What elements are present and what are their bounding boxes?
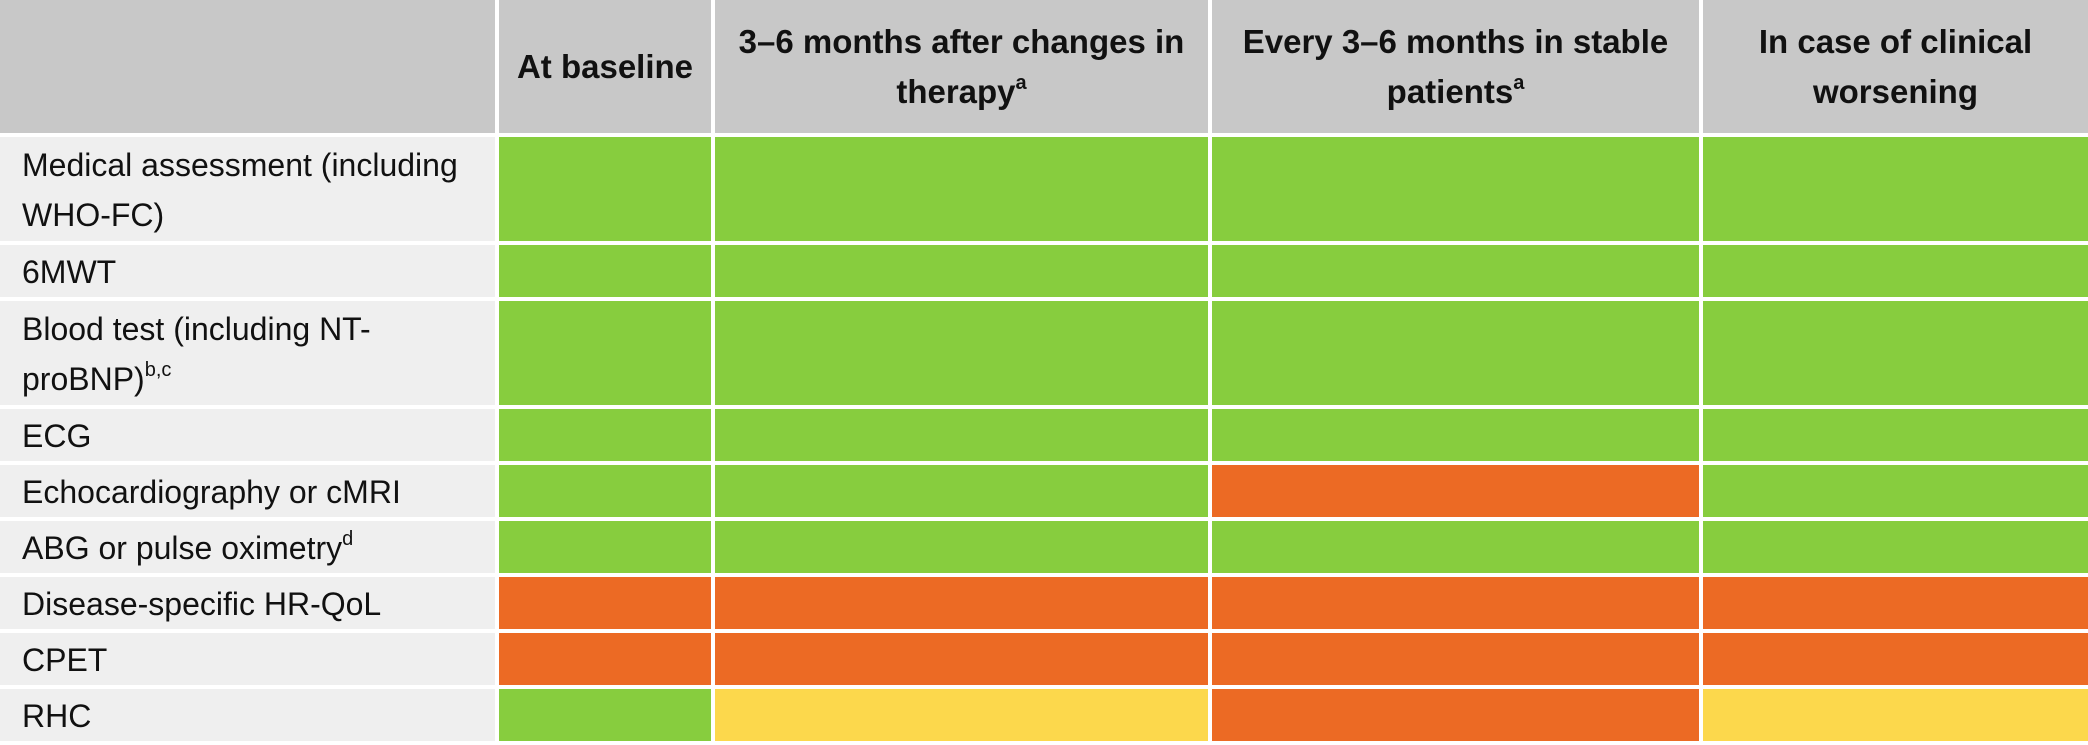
status-cell-worsening-green — [1699, 133, 2088, 245]
status-cell-after-changes-orange — [711, 629, 1212, 689]
status-cell-stable-green — [1208, 405, 1703, 465]
row-label-sup: d — [342, 528, 354, 550]
status-cell-after-changes-yellow — [711, 685, 1212, 745]
status-cell-after-changes-orange — [711, 573, 1212, 633]
row-label-text: CPET — [22, 642, 108, 678]
status-cell-after-changes-green — [711, 297, 1212, 409]
header-col-text: In case of clinical worsening — [1758, 22, 2033, 110]
status-cell-worsening-green — [1699, 517, 2088, 577]
row-label-sup: b,c — [144, 359, 172, 381]
status-cell-stable-green — [1208, 241, 1703, 301]
row-label: Medical assessment (including WHO-FC) — [0, 133, 499, 245]
header-col-sup: a — [1015, 71, 1027, 94]
status-cell-after-changes-green — [711, 461, 1212, 521]
status-cell-after-changes-green — [711, 133, 1212, 245]
status-cell-baseline-orange — [495, 573, 715, 633]
row-label-text: RHC — [22, 698, 92, 734]
table-row: 6MWT — [0, 241, 2088, 301]
header-col-worsening: In case of clinical worsening — [1699, 0, 2088, 137]
status-cell-baseline-green — [495, 405, 715, 465]
table-row: Blood test (including NT-proBNP)b,c — [0, 297, 2088, 409]
header-col-text: At baseline — [516, 47, 694, 85]
status-cell-stable-orange — [1208, 629, 1703, 689]
status-cell-after-changes-green — [711, 405, 1212, 465]
status-cell-worsening-green — [1699, 241, 2088, 301]
status-cell-worsening-yellow — [1699, 685, 2088, 745]
status-cell-worsening-orange — [1699, 573, 2088, 633]
status-cell-baseline-green — [495, 241, 715, 301]
header-col-text: Every 3–6 months in stable patients — [1242, 22, 1669, 110]
table-row: ABG or pulse oximetryd — [0, 517, 2088, 577]
row-label: Blood test (including NT-proBNP)b,c — [0, 297, 499, 409]
row-label: ABG or pulse oximetryd — [0, 517, 499, 577]
status-cell-worsening-green — [1699, 297, 2088, 409]
table-row: Echocardiography or cMRI — [0, 461, 2088, 521]
header-col-after-changes: 3–6 months after changes in therapya — [711, 0, 1212, 137]
row-label-text: 6MWT — [22, 254, 117, 290]
table-row: Medical assessment (including WHO-FC) — [0, 133, 2088, 245]
row-label-text: ABG or pulse oximetry — [22, 530, 343, 566]
row-label-text: Medical assessment (including WHO-FC) — [22, 147, 458, 233]
row-label-text: Blood test (including NT-proBNP) — [22, 311, 371, 397]
table-row: ECG — [0, 405, 2088, 465]
header-row: At baseline 3–6 months after changes in … — [0, 0, 2088, 137]
status-cell-stable-green — [1208, 297, 1703, 409]
table-body: Medical assessment (including WHO-FC) 6MW… — [0, 133, 2088, 745]
status-cell-worsening-green — [1699, 461, 2088, 521]
header-col-stable: Every 3–6 months in stable patientsa — [1208, 0, 1703, 137]
status-cell-worsening-green — [1699, 405, 2088, 465]
status-cell-baseline-green — [495, 517, 715, 577]
status-cell-worsening-orange — [1699, 629, 2088, 689]
status-cell-stable-green — [1208, 133, 1703, 245]
header-col-text: 3–6 months after changes in therapy — [738, 22, 1185, 110]
row-label: ECG — [0, 405, 499, 465]
status-cell-baseline-green — [495, 685, 715, 745]
table-row: Disease-specific HR-QoL — [0, 573, 2088, 633]
status-cell-stable-orange — [1208, 461, 1703, 521]
table-row: CPET — [0, 629, 2088, 689]
status-cell-baseline-green — [495, 133, 715, 245]
table-row: RHC — [0, 685, 2088, 745]
header-col-baseline: At baseline — [495, 0, 715, 137]
status-cell-stable-orange — [1208, 685, 1703, 745]
row-label: Echocardiography or cMRI — [0, 461, 499, 521]
status-cell-baseline-green — [495, 297, 715, 409]
header-corner — [0, 0, 499, 137]
status-cell-after-changes-green — [711, 241, 1212, 301]
status-cell-stable-orange — [1208, 573, 1703, 633]
status-cell-stable-green — [1208, 517, 1703, 577]
row-label: RHC — [0, 685, 499, 745]
row-label: 6MWT — [0, 241, 499, 301]
row-label: Disease-specific HR-QoL — [0, 573, 499, 633]
row-label: CPET — [0, 629, 499, 689]
status-cell-baseline-green — [495, 461, 715, 521]
row-label-text: Disease-specific HR-QoL — [22, 586, 382, 622]
status-cell-baseline-orange — [495, 629, 715, 689]
header-col-sup: a — [1513, 71, 1525, 94]
row-label-text: ECG — [22, 418, 92, 454]
status-cell-after-changes-green — [711, 517, 1212, 577]
row-label-text: Echocardiography or cMRI — [22, 474, 401, 510]
